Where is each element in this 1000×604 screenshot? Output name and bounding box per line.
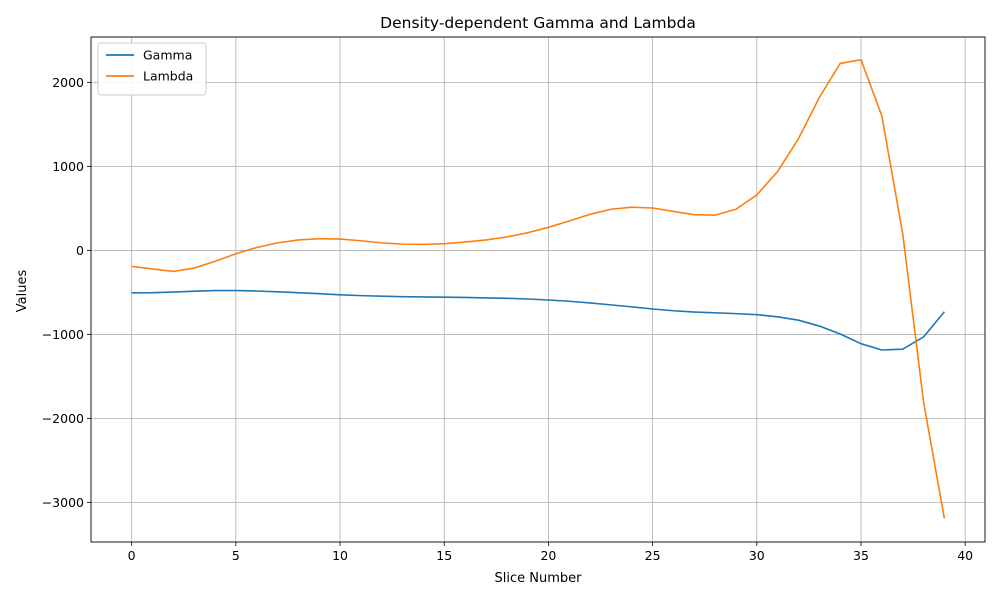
y-tick-label: −1000	[42, 327, 84, 342]
x-tick-label: 5	[232, 548, 240, 563]
legend-label-lambda: Lambda	[143, 69, 193, 84]
chart-title: Density-dependent Gamma and Lambda	[380, 14, 696, 32]
y-tick-label: 1000	[52, 159, 84, 174]
grid	[91, 37, 985, 542]
series-lines	[131, 58, 946, 519]
legend-label-gamma: Gamma	[143, 48, 192, 63]
x-tick-label: 0	[128, 548, 136, 563]
y-axis-label: Values	[15, 270, 30, 313]
axis-ticks: 0 5 10 15 20 25 30 35 40 −3000 −2000 −1000 0 1000 2000	[42, 75, 973, 563]
series-line-lambda	[131, 58, 946, 519]
x-tick-label: 25	[645, 548, 661, 563]
x-axis-label: Slice Number	[495, 571, 583, 586]
legend: Gamma Lambda	[97, 42, 207, 96]
y-tick-label: 2000	[52, 75, 84, 90]
y-tick-label: −3000	[42, 495, 84, 510]
x-tick-label: 20	[540, 548, 556, 563]
x-tick-label: 30	[749, 548, 765, 563]
y-tick-label: −2000	[42, 411, 84, 426]
x-tick-label: 35	[853, 548, 869, 563]
x-tick-label: 40	[957, 548, 973, 563]
x-tick-label: 10	[332, 548, 348, 563]
x-tick-label: 15	[436, 548, 452, 563]
legend-box	[97, 42, 207, 96]
series-line-gamma	[131, 289, 945, 351]
y-tick-label: 0	[76, 243, 84, 258]
plot-area-frame	[90, 36, 986, 543]
